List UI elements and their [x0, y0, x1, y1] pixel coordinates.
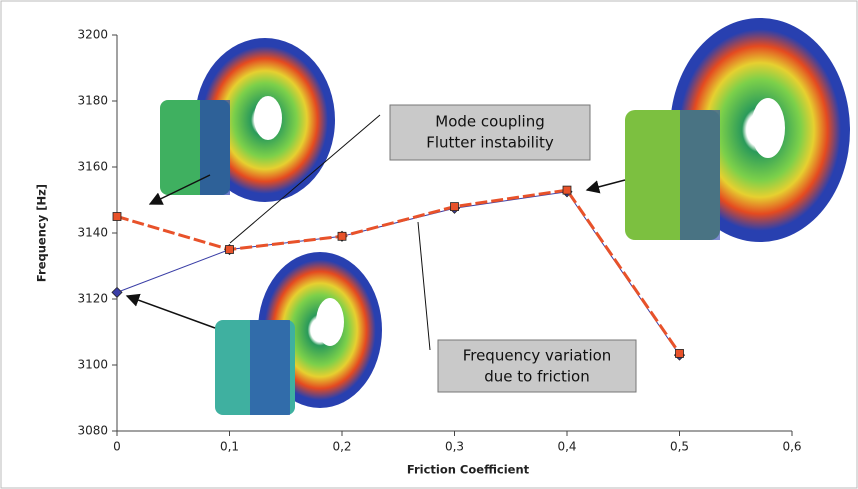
x-tick-label: 0,5 [670, 440, 689, 454]
page: {"chart_data": {"type": "line", "x_label… [0, 0, 858, 489]
x-tick-label: 0,2 [332, 440, 351, 454]
marker [676, 349, 684, 357]
chart: Mode coupling Flutter instability Freque… [0, 0, 858, 489]
y-tick-label: 3140 [77, 226, 108, 240]
x-tick-label: 0,3 [445, 440, 464, 454]
y-tick-label: 3200 [77, 28, 108, 42]
annotation: Flutter instability [426, 134, 554, 152]
x-axis-label: Friction Coefficient [407, 463, 530, 477]
y-tick-label: 3120 [77, 292, 108, 306]
y-tick-label: 3180 [77, 94, 108, 108]
y-tick-label: 3080 [77, 424, 108, 438]
marker [113, 213, 121, 221]
x-tick-label: 0 [113, 440, 121, 454]
x-tick-label: 0,6 [782, 440, 801, 454]
marker [338, 232, 346, 240]
y-tick-label: 3160 [77, 160, 108, 174]
x-tick-label: 0,4 [557, 440, 576, 454]
y-tick-label: 3100 [77, 358, 108, 372]
marker [563, 186, 571, 194]
annotation: Mode coupling [435, 113, 544, 131]
marker [226, 246, 234, 254]
annotation: Frequency variation [463, 347, 612, 365]
x-tick-label: 0,1 [220, 440, 239, 454]
y-axis-label: Frequency [Hz] [35, 184, 49, 282]
annotation: due to friction [484, 368, 589, 386]
marker [451, 203, 459, 211]
